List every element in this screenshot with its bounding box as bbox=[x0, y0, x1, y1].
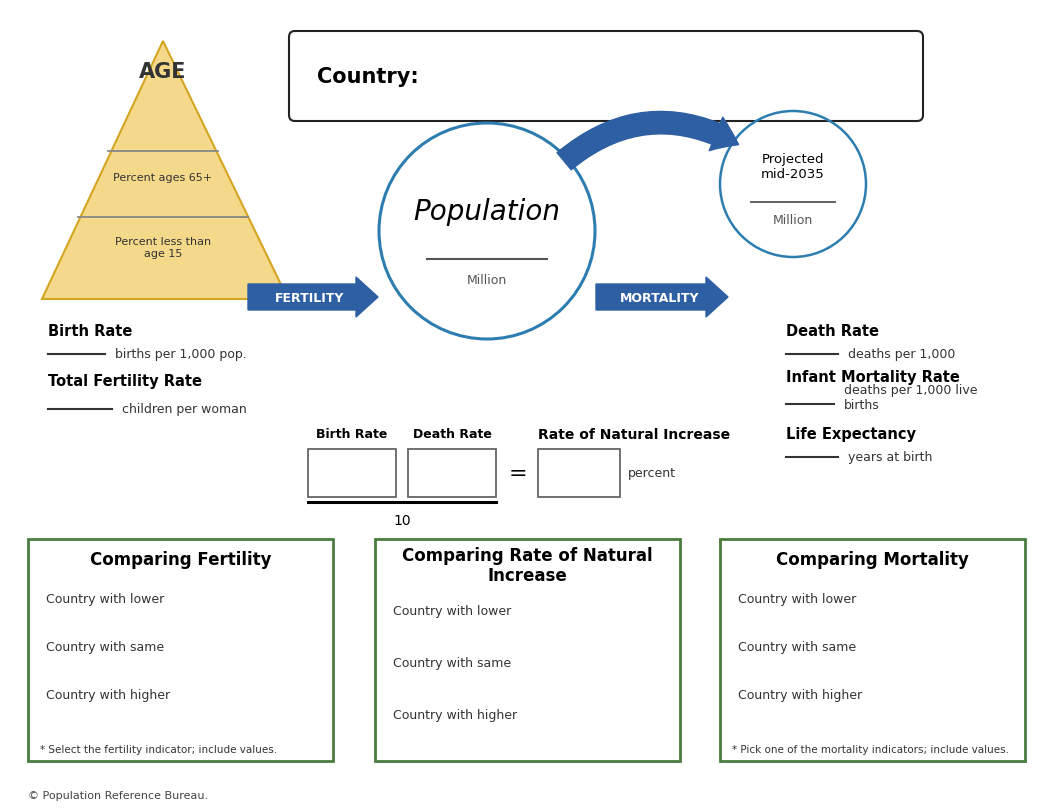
Text: percent: percent bbox=[628, 467, 676, 480]
Text: deaths per 1,000: deaths per 1,000 bbox=[848, 348, 955, 361]
Text: Comparing Fertility: Comparing Fertility bbox=[89, 551, 271, 569]
Text: Life Expectancy: Life Expectancy bbox=[786, 427, 916, 442]
Text: Country with higher: Country with higher bbox=[739, 689, 863, 702]
Text: Country with higher: Country with higher bbox=[46, 689, 170, 702]
Text: Population: Population bbox=[413, 198, 561, 225]
Text: * Select the fertility indicator; include values.: * Select the fertility indicator; includ… bbox=[40, 744, 277, 754]
Text: Country with lower: Country with lower bbox=[393, 605, 511, 618]
Text: FERTILITY: FERTILITY bbox=[276, 291, 345, 304]
Text: Total Fertility Rate: Total Fertility Rate bbox=[48, 374, 202, 389]
Text: Death Rate: Death Rate bbox=[786, 324, 879, 339]
Text: years at birth: years at birth bbox=[848, 451, 932, 464]
Text: Projected
mid-2035: Projected mid-2035 bbox=[762, 152, 825, 181]
Text: Country with same: Country with same bbox=[46, 641, 164, 654]
Text: Country with lower: Country with lower bbox=[739, 593, 856, 606]
Text: deaths per 1,000 live
births: deaths per 1,000 live births bbox=[844, 384, 977, 411]
Text: Rate of Natural Increase: Rate of Natural Increase bbox=[538, 427, 730, 441]
Text: MORTALITY: MORTALITY bbox=[621, 291, 700, 304]
Text: Percent ages 65+: Percent ages 65+ bbox=[114, 173, 213, 182]
Text: Comparing Rate of Natural
Increase: Comparing Rate of Natural Increase bbox=[402, 546, 653, 585]
Text: Birth Rate: Birth Rate bbox=[48, 324, 133, 339]
Text: Million: Million bbox=[773, 214, 813, 227]
Text: Percent less than
age 15: Percent less than age 15 bbox=[115, 237, 211, 259]
FancyBboxPatch shape bbox=[308, 449, 396, 497]
Text: births per 1,000 pop.: births per 1,000 pop. bbox=[115, 348, 247, 361]
FancyArrowPatch shape bbox=[557, 112, 739, 170]
FancyBboxPatch shape bbox=[538, 449, 620, 497]
Text: 10: 10 bbox=[393, 513, 411, 527]
Text: =: = bbox=[509, 463, 527, 483]
Text: Million: Million bbox=[467, 273, 507, 286]
FancyArrow shape bbox=[248, 277, 378, 318]
FancyBboxPatch shape bbox=[28, 539, 333, 761]
Text: Birth Rate: Birth Rate bbox=[317, 428, 388, 441]
Text: Death Rate: Death Rate bbox=[412, 428, 491, 441]
Text: Country with lower: Country with lower bbox=[46, 593, 164, 606]
Text: * Pick one of the mortality indicators; include values.: * Pick one of the mortality indicators; … bbox=[732, 744, 1009, 754]
Text: Country:: Country: bbox=[317, 67, 419, 87]
Text: Country with same: Country with same bbox=[739, 641, 856, 654]
FancyBboxPatch shape bbox=[408, 449, 495, 497]
FancyArrow shape bbox=[596, 277, 728, 318]
FancyBboxPatch shape bbox=[289, 32, 923, 122]
Text: Country with higher: Country with higher bbox=[393, 709, 518, 722]
Text: AGE: AGE bbox=[139, 62, 187, 82]
Text: © Population Reference Bureau.: © Population Reference Bureau. bbox=[28, 790, 208, 800]
FancyBboxPatch shape bbox=[720, 539, 1025, 761]
Text: Comparing Mortality: Comparing Mortality bbox=[776, 551, 969, 569]
Text: Country with same: Country with same bbox=[393, 657, 511, 670]
Polygon shape bbox=[42, 42, 288, 299]
Text: Infant Mortality Rate: Infant Mortality Rate bbox=[786, 370, 959, 385]
FancyBboxPatch shape bbox=[375, 539, 680, 761]
Text: children per woman: children per woman bbox=[122, 403, 247, 416]
